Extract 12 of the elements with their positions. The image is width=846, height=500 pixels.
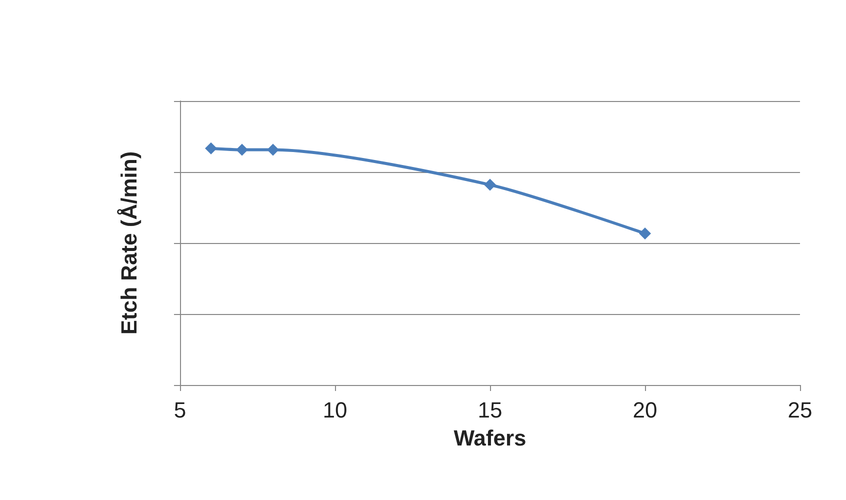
x-axis-title: Wafers [454, 426, 526, 450]
x-tick-label: 15 [478, 398, 502, 422]
point [236, 144, 248, 156]
x-tick-label: 5 [174, 398, 186, 422]
x-tick-label: 20 [632, 398, 658, 422]
point [205, 142, 217, 154]
point [267, 144, 279, 156]
y-axis-title: Etch Rate (Å/min) [116, 151, 142, 335]
x-tick-label: 25 [788, 398, 812, 422]
point [484, 178, 496, 191]
x-tick-label: 10 [322, 398, 348, 422]
point [639, 228, 651, 240]
